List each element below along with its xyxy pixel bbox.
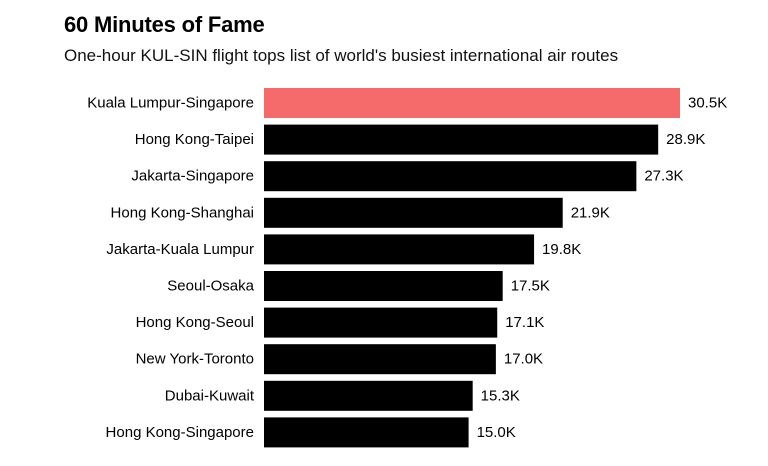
category-label: New York-Toronto: [136, 351, 254, 368]
category-label: Kuala Lumpur-Singapore: [87, 95, 254, 112]
value-label: 17.0K: [504, 351, 543, 368]
category-label: Hong Kong-Singapore: [106, 424, 254, 441]
bar: [264, 197, 563, 228]
bar: [264, 307, 498, 338]
value-label: 30.5K: [688, 95, 727, 112]
category-label: Jakarta-Singapore: [131, 168, 254, 185]
bar: [264, 161, 637, 192]
bar: [264, 124, 659, 155]
bar: [264, 380, 473, 411]
bar: [264, 88, 680, 118]
bar: [264, 234, 535, 265]
bar: [264, 344, 496, 375]
category-label: Hong Kong-Shanghai: [111, 204, 254, 221]
category-label: Hong Kong-Seoul: [136, 314, 254, 331]
value-label: 17.5K: [511, 278, 550, 295]
bar: [264, 417, 469, 448]
value-label: 27.3K: [644, 168, 683, 185]
category-label: Dubai-Kuwait: [165, 387, 255, 404]
value-label: 21.9K: [571, 204, 610, 221]
category-label: Seoul-Osaka: [167, 278, 254, 295]
chart-subtitle: One-hour KUL-SIN flight tops list of wor…: [64, 46, 619, 65]
value-label: 15.3K: [481, 387, 520, 404]
category-label: Jakarta-Kuala Lumpur: [106, 241, 254, 258]
value-label: 28.9K: [666, 131, 705, 148]
category-label: Hong Kong-Taipei: [135, 131, 254, 148]
value-label: 19.8K: [542, 241, 581, 258]
value-label: 17.1K: [505, 314, 544, 331]
value-label: 15.0K: [477, 424, 516, 441]
bar: [264, 271, 503, 301]
chart-title: 60 Minutes of Fame: [64, 12, 265, 37]
